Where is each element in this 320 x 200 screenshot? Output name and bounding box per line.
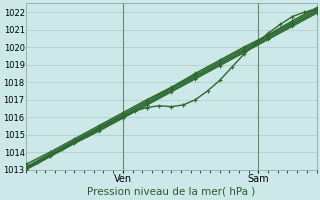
X-axis label: Pression niveau de la mer( hPa ): Pression niveau de la mer( hPa ) (87, 187, 255, 197)
